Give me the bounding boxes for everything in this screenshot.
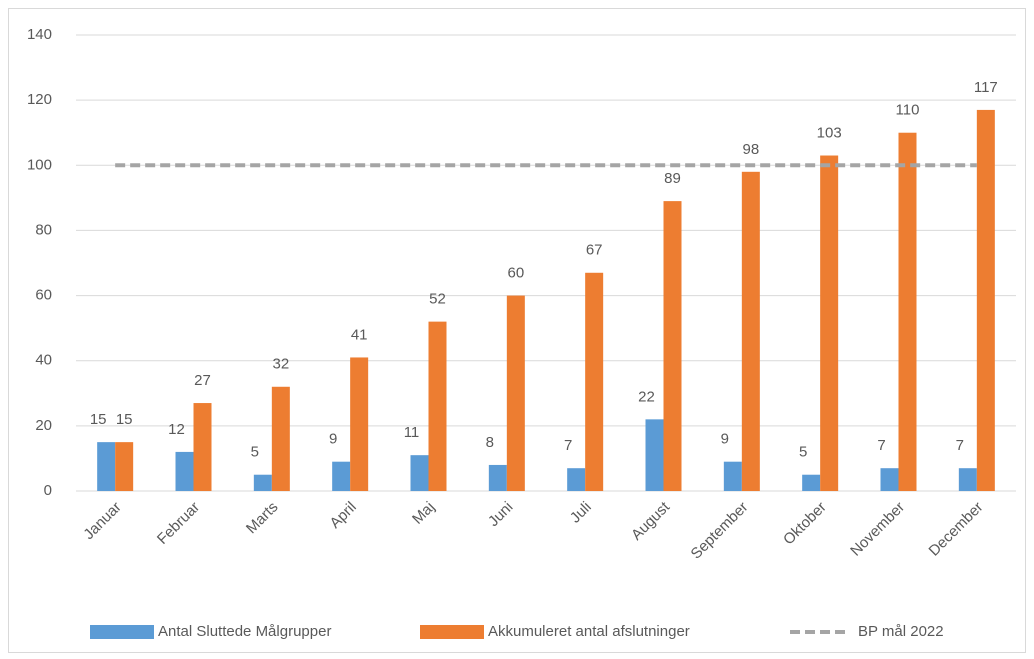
bar xyxy=(880,468,899,491)
value-label: 9 xyxy=(721,431,729,448)
bar xyxy=(802,474,821,491)
value-label: 98 xyxy=(742,141,759,158)
legend-label: Antal Sluttede Målgrupper xyxy=(158,623,331,640)
bar xyxy=(193,403,212,491)
bar xyxy=(428,321,447,491)
bar xyxy=(253,474,272,491)
y-tick-label: 20 xyxy=(35,417,52,434)
value-label: 60 xyxy=(507,265,524,282)
value-label: 117 xyxy=(974,79,998,96)
value-label: 5 xyxy=(251,444,259,461)
bar xyxy=(97,442,116,491)
bar xyxy=(115,442,134,491)
legend-label: Akkumuleret antal afslutninger xyxy=(488,623,690,640)
bar xyxy=(506,295,525,491)
bar xyxy=(663,201,682,491)
value-label: 7 xyxy=(564,437,572,454)
value-label: 8 xyxy=(486,434,494,451)
bar xyxy=(271,386,290,491)
value-label: 7 xyxy=(956,437,964,454)
bar xyxy=(976,109,995,492)
y-tick-label: 0 xyxy=(44,482,52,499)
bar xyxy=(585,272,604,491)
bar xyxy=(645,419,664,491)
value-label: 52 xyxy=(429,291,446,308)
value-label: 9 xyxy=(329,431,337,448)
value-label: 5 xyxy=(799,444,807,461)
value-label: 27 xyxy=(194,372,211,389)
value-label: 32 xyxy=(272,356,289,373)
bar xyxy=(332,461,351,491)
value-label: 15 xyxy=(116,411,133,428)
bar xyxy=(488,464,507,491)
bar xyxy=(820,155,839,491)
y-tick-label: 140 xyxy=(27,26,52,43)
bar xyxy=(175,451,194,491)
bar xyxy=(958,468,977,491)
value-label: 89 xyxy=(664,170,681,187)
value-label: 7 xyxy=(877,437,885,454)
value-label: 41 xyxy=(351,326,368,343)
bar xyxy=(741,171,760,492)
value-label: 11 xyxy=(404,424,420,441)
y-tick-label: 120 xyxy=(27,91,52,108)
value-label: 22 xyxy=(638,388,655,405)
bar xyxy=(567,468,586,491)
value-label: 110 xyxy=(896,102,920,119)
legend-swatch xyxy=(90,625,154,639)
value-label: 15 xyxy=(90,411,107,428)
value-label: 67 xyxy=(586,242,603,259)
value-label: 103 xyxy=(817,124,842,141)
y-tick-label: 40 xyxy=(35,352,52,369)
y-tick-label: 100 xyxy=(27,156,52,173)
value-label: 12 xyxy=(168,421,185,438)
y-tick-label: 60 xyxy=(35,287,52,304)
bar xyxy=(898,132,917,491)
bar xyxy=(410,455,429,491)
y-tick-label: 80 xyxy=(35,221,52,238)
bar xyxy=(723,461,742,491)
legend-swatch xyxy=(420,625,484,639)
bar xyxy=(350,357,369,491)
legend-label: BP mål 2022 xyxy=(858,623,944,640)
